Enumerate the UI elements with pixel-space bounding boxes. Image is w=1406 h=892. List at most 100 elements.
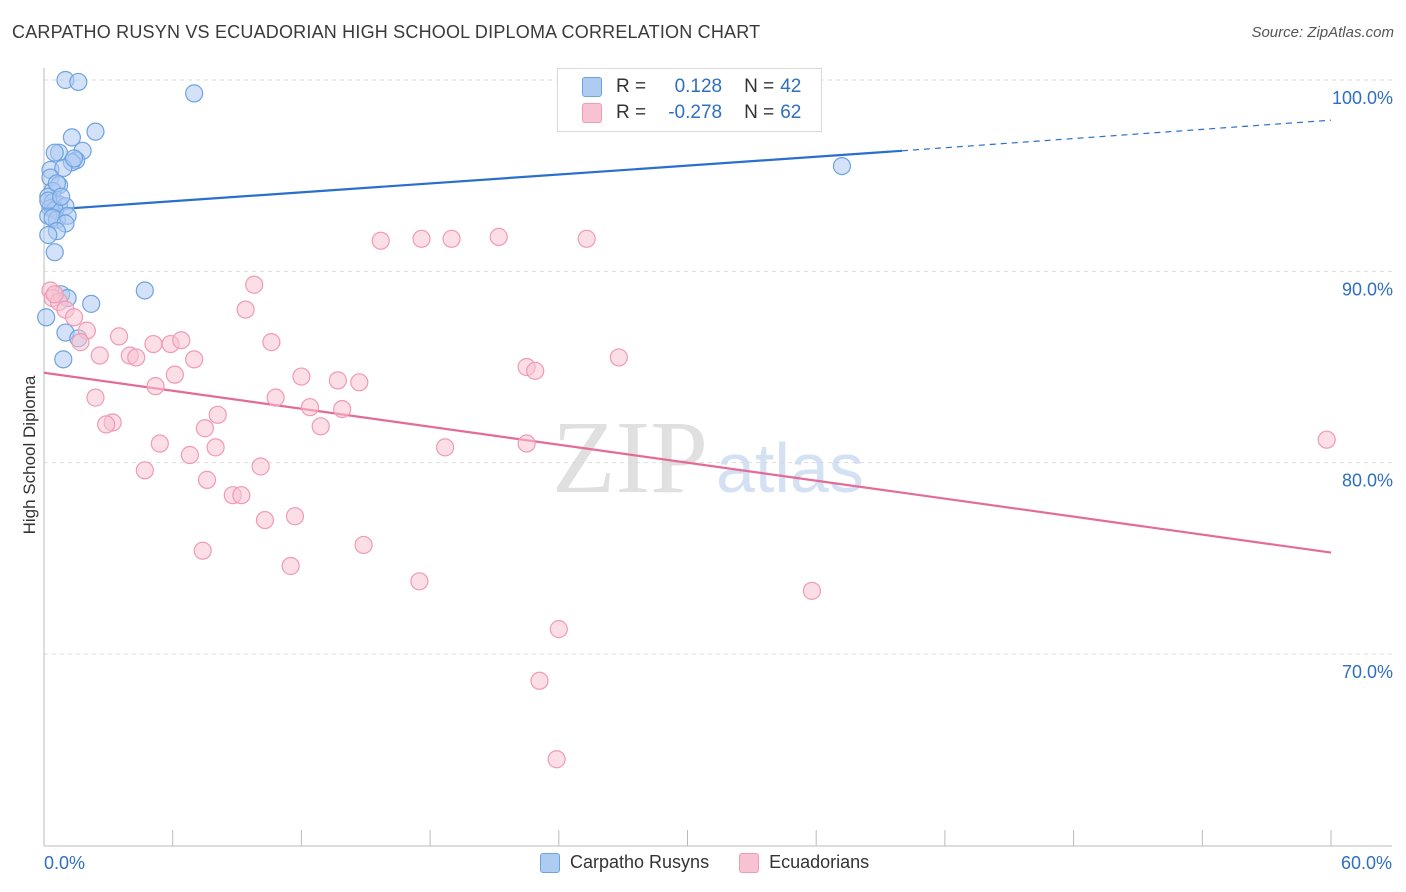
watermark: ZIP atlas bbox=[552, 400, 864, 515]
point-series-0 bbox=[37, 308, 56, 327]
point-series-1 bbox=[530, 671, 549, 690]
point-series-1 bbox=[197, 470, 217, 489]
stats-legend: R = 0.128 N = 42 R = -0.278 N = 62 bbox=[557, 68, 822, 132]
trend-lines bbox=[43, 119, 1332, 554]
point-series-1 bbox=[266, 388, 285, 407]
point-series-1 bbox=[165, 365, 184, 384]
point-series-1 bbox=[64, 308, 84, 327]
legend-item-ecuadorian[interactable]: Ecuadorians bbox=[739, 852, 869, 873]
point-series-0 bbox=[185, 84, 204, 103]
legend-swatch-rusyn bbox=[540, 852, 560, 873]
point-series-1 bbox=[180, 445, 199, 465]
point-series-1 bbox=[489, 227, 508, 246]
point-series-1 bbox=[350, 373, 369, 392]
y-tick-label: 90.0% bbox=[1342, 279, 1393, 299]
trend-line-extension-0 bbox=[901, 119, 1332, 152]
point-series-1 bbox=[255, 510, 275, 530]
point-series-1 bbox=[410, 572, 429, 591]
point-series-0 bbox=[39, 225, 58, 245]
point-series-0 bbox=[64, 149, 84, 168]
point-series-1 bbox=[97, 415, 116, 434]
point-series-1 bbox=[206, 438, 225, 457]
point-series-0 bbox=[54, 350, 73, 369]
point-series-1 bbox=[208, 405, 227, 424]
point-series-0 bbox=[45, 243, 64, 262]
point-series-1 bbox=[135, 461, 154, 480]
point-series-1 bbox=[150, 434, 169, 453]
legend-item-rusyn[interactable]: Carpatho Rusyns bbox=[540, 852, 709, 873]
data-points bbox=[37, 70, 1336, 769]
series-legend: Carpatho Rusyns Ecuadorians bbox=[540, 852, 899, 873]
trend-line-1 bbox=[43, 371, 1332, 554]
point-series-1 bbox=[172, 331, 191, 350]
point-series-1 bbox=[86, 388, 105, 407]
y-tick-label: 100.0% bbox=[1332, 88, 1393, 108]
point-series-1 bbox=[526, 361, 545, 380]
legend-swatch-rusyn bbox=[582, 77, 602, 97]
legend-swatch-ecuadorian bbox=[582, 103, 602, 123]
point-series-1 bbox=[281, 556, 300, 576]
point-series-1 bbox=[195, 419, 214, 438]
point-series-1 bbox=[193, 541, 212, 560]
point-series-1 bbox=[802, 581, 822, 600]
point-series-1 bbox=[127, 348, 146, 367]
point-series-1 bbox=[45, 285, 64, 304]
r-value: 0.128 bbox=[674, 76, 723, 97]
point-series-1 bbox=[236, 300, 255, 319]
point-series-0 bbox=[82, 294, 101, 313]
point-series-1 bbox=[71, 333, 90, 352]
point-series-1 bbox=[144, 334, 163, 354]
point-series-1 bbox=[185, 350, 204, 369]
n-label: N = bbox=[744, 102, 775, 123]
point-series-1 bbox=[436, 438, 455, 457]
point-series-1 bbox=[577, 229, 596, 248]
point-series-0 bbox=[69, 72, 88, 92]
point-series-1 bbox=[1317, 430, 1336, 449]
point-series-0 bbox=[62, 128, 81, 147]
y-tick-label: 80.0% bbox=[1342, 471, 1393, 491]
point-series-0 bbox=[832, 157, 852, 176]
point-series-1 bbox=[547, 750, 566, 769]
x-tick-label-min: 0.0% bbox=[44, 853, 85, 873]
legend-swatch-ecuadorian bbox=[739, 852, 760, 873]
point-series-1 bbox=[354, 535, 373, 555]
point-series-1 bbox=[300, 398, 320, 417]
point-series-1 bbox=[442, 229, 461, 248]
point-series-1 bbox=[412, 229, 431, 248]
point-series-0 bbox=[52, 187, 71, 206]
point-series-1 bbox=[245, 275, 264, 294]
watermark-zip: ZIP bbox=[552, 400, 708, 515]
n-value: 42 bbox=[780, 76, 802, 97]
point-series-1 bbox=[292, 367, 311, 386]
n-value: 62 bbox=[780, 102, 802, 123]
point-series-0 bbox=[45, 143, 64, 162]
point-series-1 bbox=[90, 346, 109, 365]
legend-label-ecuadorian: Ecuadorians bbox=[769, 852, 870, 872]
x-tick-label-max: 60.0% bbox=[1341, 853, 1392, 873]
point-series-1 bbox=[146, 377, 165, 396]
point-series-1 bbox=[285, 507, 305, 526]
point-series-1 bbox=[333, 399, 352, 419]
r-value: -0.278 bbox=[668, 102, 723, 123]
stats-legend-row-rusyn: R = 0.128 N = 42 bbox=[582, 74, 801, 100]
point-series-1 bbox=[517, 434, 536, 453]
point-series-1 bbox=[232, 486, 251, 505]
point-series-1 bbox=[109, 327, 129, 346]
watermark-atlas: atlas bbox=[716, 429, 864, 507]
grid bbox=[44, 79, 1392, 655]
r-label: R = bbox=[616, 76, 647, 97]
x-ticks bbox=[43, 830, 1332, 846]
point-series-1 bbox=[311, 417, 330, 436]
n-label: N = bbox=[744, 76, 775, 97]
trend-line-0 bbox=[43, 149, 903, 212]
source-label: Source: ZipAtlas.com bbox=[1251, 24, 1394, 41]
point-series-1 bbox=[549, 620, 568, 639]
point-series-1 bbox=[262, 333, 281, 352]
stats-legend-row-ecuadorian: R = -0.278 N = 62 bbox=[582, 100, 801, 126]
point-series-1 bbox=[251, 457, 270, 476]
point-series-1 bbox=[328, 371, 347, 390]
y-tick-labels: 100.0% 90.0% 80.0% 70.0% bbox=[1332, 88, 1393, 682]
point-series-0 bbox=[86, 122, 105, 141]
point-series-0 bbox=[135, 281, 154, 300]
